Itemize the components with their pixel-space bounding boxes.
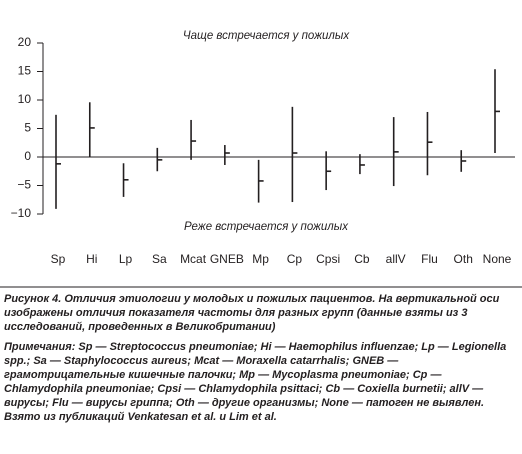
text-block: Рисунок 4. Отличия этиологии у молодых и… xyxy=(4,292,518,430)
notes: Примечания: Sp — Streptococcus pneumonia… xyxy=(4,341,507,423)
x-tick-label: Cp xyxy=(287,252,303,266)
x-tick-label: Hi xyxy=(86,252,97,266)
x-tick-label: None xyxy=(483,252,512,266)
y-tick-label: 10 xyxy=(18,92,32,106)
y-tick-label: 15 xyxy=(18,64,32,78)
y-tick-label: 0 xyxy=(24,149,31,163)
y-tick-label: 5 xyxy=(24,121,31,135)
y-tick-label: −5 xyxy=(17,178,31,192)
x-tick-label: Sa xyxy=(152,252,167,266)
x-tick-label: Lp xyxy=(119,252,133,266)
x-tick-label: GNEB xyxy=(210,252,244,266)
x-tick-label: Mcat xyxy=(180,252,207,266)
x-tick-label: Sp xyxy=(51,252,66,266)
y-tick-label: 20 xyxy=(18,35,32,49)
x-tick-label: Mp xyxy=(252,252,269,266)
x-tick-label: Oth xyxy=(454,252,473,266)
caption: Рисунок 4. Отличия этиологии у молодых и… xyxy=(4,293,500,333)
y-tick-label: −10 xyxy=(11,206,32,220)
x-tick-label: Cb xyxy=(354,252,370,266)
x-tick-label: Flu xyxy=(421,252,438,266)
annotation: Реже встречается у пожилых xyxy=(184,221,349,233)
annotation: Чаще встречается у пожилых xyxy=(183,30,350,42)
x-tick-label: Cpsi xyxy=(316,252,340,266)
x-tick-label: allV xyxy=(386,252,406,266)
chart: Чаще встречается у пожилых Реже встречае… xyxy=(0,30,522,288)
